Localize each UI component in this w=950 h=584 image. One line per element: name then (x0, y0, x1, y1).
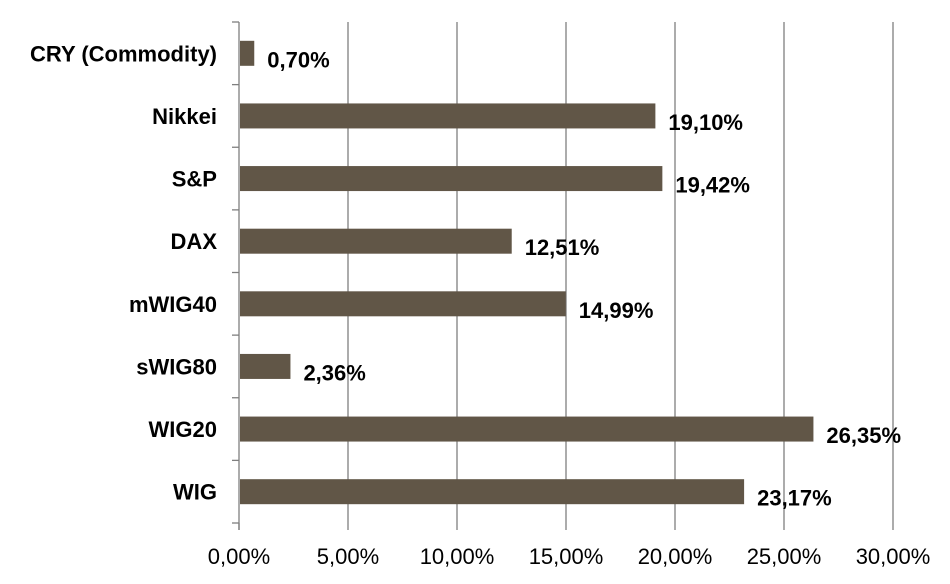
label-layer: CRY (Commodity) 0,70% Nikkei 19,10% S&P 19,42… (30, 41, 930, 569)
value-label: 19,10% (668, 110, 743, 135)
bar-4 (240, 228, 512, 254)
value-label: 2,36% (303, 360, 365, 385)
value-label: 14,99% (579, 298, 654, 323)
axis-layer (232, 21, 894, 530)
bar-7 (240, 416, 814, 442)
category-label: Nikkei (152, 104, 217, 129)
value-label: 26,35% (826, 423, 901, 448)
category-label: WIG (173, 480, 217, 505)
value-label: 0,70% (267, 47, 329, 72)
category-label: mWIG40 (129, 292, 217, 317)
bar-3 (240, 166, 663, 192)
value-label: 23,17% (757, 486, 832, 511)
x-tick-label: 15,00% (529, 544, 604, 569)
x-tick-label: 10,00% (420, 544, 495, 569)
category-label: CRY (Commodity) (30, 41, 217, 66)
bar-layer (240, 40, 814, 505)
x-tick-label: 5,00% (317, 544, 379, 569)
category-label: DAX (171, 229, 218, 254)
category-label: WIG20 (149, 417, 217, 442)
bar-8 (240, 479, 745, 505)
bar-1 (240, 40, 255, 66)
x-tick-label: 20,00% (638, 544, 713, 569)
value-label: 12,51% (525, 235, 600, 260)
bar-5 (240, 291, 566, 317)
bar-2 (240, 103, 656, 129)
x-tick-label: 30,00% (856, 544, 931, 569)
x-tick-label: 25,00% (747, 544, 822, 569)
value-label: 19,42% (675, 173, 750, 198)
category-label: S&P (172, 167, 217, 192)
category-label: sWIG80 (136, 354, 217, 379)
x-tick-label: 0,00% (208, 544, 270, 569)
grid-layer (347, 22, 894, 523)
bar-6 (240, 353, 291, 379)
